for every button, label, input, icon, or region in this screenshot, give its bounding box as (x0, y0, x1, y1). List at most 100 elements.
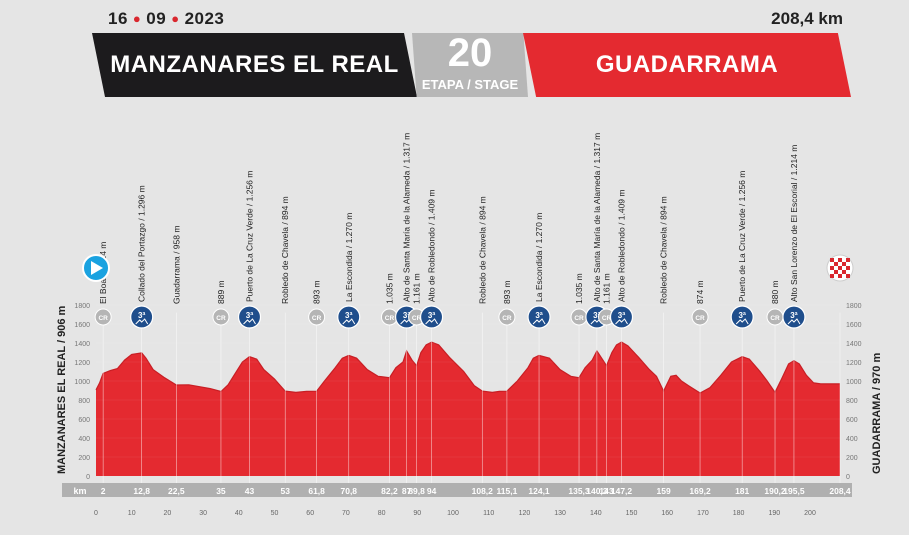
stage-distance: 208,4 km (771, 9, 843, 28)
sprint-marker-icon (308, 308, 326, 326)
checker-square (830, 258, 834, 262)
km-bar (62, 483, 852, 497)
sprint-marker-label: CR (385, 315, 395, 322)
x-tick-label: 140 (590, 510, 602, 517)
climb-label: Puerto de La Cruz Verde / 1.256 m (737, 171, 747, 302)
x-tick-label: 40 (235, 510, 243, 517)
stage-label: ETAPA / STAGE (421, 77, 519, 92)
km-marker-label: 2 (101, 486, 106, 496)
climb-category-label: 3ª (403, 311, 410, 320)
y-tick-label-left: 1000 (74, 379, 90, 386)
climb-label: La Escondida / 1.270 m (344, 213, 354, 302)
checker-square (838, 258, 842, 262)
km-marker-label: 195,5 (783, 486, 805, 496)
climb-label: 893 m (312, 280, 322, 304)
km-marker-label: 190,2 (764, 486, 786, 496)
y-tick-label-left: 800 (78, 398, 90, 405)
km-marker-label: 61,8 (308, 486, 325, 496)
climb-label: Robledo de Chavela / 894 m (659, 196, 669, 304)
y-tick-label-right: 1600 (846, 322, 862, 329)
x-tick-label: 120 (519, 510, 531, 517)
climb-category-label: 3ª (246, 311, 253, 320)
elevation-profile-area (96, 342, 840, 476)
checker-square (834, 262, 838, 266)
checker-square (838, 266, 842, 270)
sprint-marker-icon (691, 308, 709, 326)
x-tick-label: 150 (626, 510, 638, 517)
end-city-banner: GUADARRAMA (523, 33, 851, 97)
date-month: 09 (146, 9, 167, 28)
x-tick-label: 70 (342, 510, 350, 517)
mountain-icon (735, 318, 749, 325)
km-marker-label: 22,5 (168, 486, 185, 496)
km-marker-label: 35 (216, 486, 226, 496)
y-tick-label-left: 1200 (74, 360, 90, 367)
x-tick-label: 160 (661, 510, 673, 517)
x-tick-label: 30 (199, 510, 207, 517)
climb-label: 1.035 m (384, 273, 394, 304)
climb-label: 880 m (770, 280, 780, 304)
elevation-profile-line (95, 341, 840, 394)
y-tick-label-left: 1800 (74, 303, 90, 310)
mountain-icon (243, 318, 256, 325)
climb-label: 893 m (502, 280, 512, 304)
climb-label: Robledo de Chavela / 894 m (280, 196, 290, 304)
km-marker-label: 181 (735, 486, 749, 496)
climb-label: 1.035 m (574, 273, 584, 304)
x-tick-label: 20 (164, 510, 172, 517)
km-marker-label: 140,3 (586, 486, 608, 496)
sprint-marker-label: CR (695, 315, 705, 322)
climb-label: Guadarrama / 958 m (171, 226, 181, 304)
y-tick-label-left: 200 (78, 455, 90, 462)
climb-label: Alto de Robledondo / 1.409 m (427, 190, 437, 302)
climb-category-label: 3ª (428, 311, 435, 320)
stage-date: 16 ● 09 ● 2023 (108, 9, 224, 29)
sprint-marker-label: CR (574, 315, 584, 322)
x-tick-label: 170 (697, 510, 709, 517)
y-tick-label-right: 1200 (846, 360, 862, 367)
climb-label: 1.161 m (412, 273, 422, 304)
x-tick-label: 110 (483, 510, 494, 517)
x-tick-label: 10 (128, 510, 136, 517)
km-marker-label: 108,2 (472, 486, 494, 496)
climb-label: 889 m (216, 280, 226, 304)
climb-category-label: 3ª (138, 311, 145, 320)
km-marker-label: 159 (657, 486, 671, 496)
climb-label: 1.161 m (602, 273, 612, 304)
climb-label: Robledo de Chavela / 894 m (477, 196, 487, 304)
stage-number: 20 (447, 31, 493, 75)
sprint-marker-icon (212, 308, 230, 326)
sprint-marker-label: CR (312, 315, 322, 322)
x-tick-label: 190 (768, 510, 780, 517)
checker-square (830, 266, 834, 270)
y-tick-label-right: 1000 (846, 379, 862, 386)
km-marker-label: 53 (280, 486, 290, 496)
mountain-icon (532, 318, 546, 325)
climb-label: La Escondida / 1.270 m (534, 213, 544, 302)
km-marker-label: 135,3 (568, 486, 590, 496)
sprint-marker-label: CR (216, 315, 226, 322)
x-tick-label: 180 (733, 510, 745, 517)
date-year: 2023 (184, 9, 225, 28)
km-marker-label: 12,8 (133, 486, 150, 496)
mountain-icon (615, 318, 628, 325)
climb-label: Alto de Santa María de la Alameda / 1.31… (592, 133, 602, 302)
checker-square (846, 266, 850, 270)
km-marker-label: 143 (599, 486, 613, 496)
climb-category-label: 3ª (593, 311, 600, 320)
y-tick-label-left: 0 (86, 474, 90, 481)
y-tick-label-right: 400 (846, 436, 858, 443)
climb-category-label: 3ª (790, 311, 797, 320)
checker-square (846, 274, 850, 278)
sprint-marker-icon (94, 308, 112, 326)
stage-number-box: 20 ETAPA / STAGE (412, 33, 528, 97)
sprint-marker-label: CR (412, 315, 422, 322)
climb-label: Alto de Robledondo / 1.409 m (617, 190, 627, 302)
mountain-icon (787, 318, 801, 325)
x-tick-label: 50 (271, 510, 279, 517)
sprint-marker-label: CR (602, 315, 612, 322)
checker-square (838, 274, 842, 278)
km-marker-label: 89,8 (408, 486, 425, 496)
x-tick-label: 60 (306, 510, 314, 517)
date-separator-icon: ● (132, 11, 142, 26)
